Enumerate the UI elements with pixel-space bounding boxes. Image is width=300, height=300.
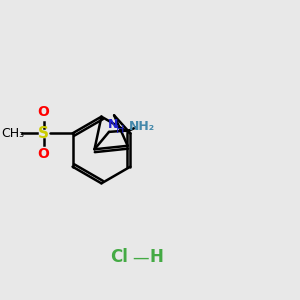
- Text: NH₂: NH₂: [129, 120, 155, 133]
- Text: —: —: [132, 248, 149, 266]
- Text: Cl: Cl: [110, 248, 128, 266]
- Text: O: O: [38, 148, 50, 161]
- Text: O: O: [38, 105, 50, 119]
- Text: H: H: [150, 248, 164, 266]
- Text: CH₃: CH₃: [2, 127, 25, 140]
- Text: S: S: [38, 126, 49, 141]
- Text: H: H: [116, 125, 125, 135]
- Text: N: N: [107, 118, 118, 131]
